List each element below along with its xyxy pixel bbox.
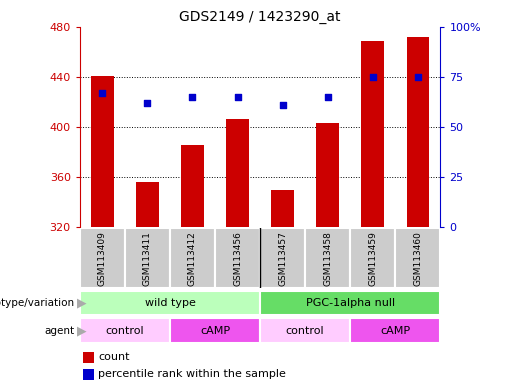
Text: genotype/variation: genotype/variation xyxy=(0,298,75,308)
Point xyxy=(414,74,422,80)
Bar xyxy=(181,146,204,227)
Text: PGC-1alpha null: PGC-1alpha null xyxy=(305,298,395,308)
Text: GSM113458: GSM113458 xyxy=(323,231,332,286)
Bar xyxy=(305,228,350,288)
Text: GSM113411: GSM113411 xyxy=(143,231,152,286)
Bar xyxy=(125,228,170,288)
Text: GSM113412: GSM113412 xyxy=(188,231,197,286)
Point xyxy=(323,94,332,100)
Text: wild type: wild type xyxy=(145,298,195,308)
Point xyxy=(98,90,107,96)
Text: percentile rank within the sample: percentile rank within the sample xyxy=(98,369,286,379)
Text: control: control xyxy=(286,326,324,336)
Bar xyxy=(83,369,94,380)
Bar xyxy=(260,291,440,315)
Text: control: control xyxy=(106,326,144,336)
Text: cAMP: cAMP xyxy=(380,326,410,336)
Text: agent: agent xyxy=(45,326,75,336)
Text: cAMP: cAMP xyxy=(200,326,230,336)
Text: GSM113409: GSM113409 xyxy=(98,231,107,286)
Point xyxy=(279,102,287,108)
Text: count: count xyxy=(98,353,130,362)
Bar xyxy=(271,190,294,227)
Bar xyxy=(396,228,440,288)
Bar xyxy=(170,228,215,288)
Point xyxy=(188,94,197,100)
Point xyxy=(233,94,242,100)
Bar xyxy=(80,228,125,288)
Point xyxy=(369,74,377,80)
Text: ▶: ▶ xyxy=(77,324,87,337)
Bar xyxy=(170,318,260,343)
Bar xyxy=(350,228,396,288)
Text: ▶: ▶ xyxy=(77,296,87,310)
Text: GSM113460: GSM113460 xyxy=(414,231,422,286)
Point xyxy=(143,100,151,106)
Bar xyxy=(226,119,249,227)
Bar xyxy=(362,41,384,227)
Bar xyxy=(80,291,260,315)
Bar xyxy=(215,228,260,288)
Bar xyxy=(350,318,440,343)
Text: GSM113456: GSM113456 xyxy=(233,231,242,286)
Bar xyxy=(316,123,339,227)
Text: GSM113459: GSM113459 xyxy=(368,231,377,286)
Bar xyxy=(136,182,159,227)
Title: GDS2149 / 1423290_at: GDS2149 / 1423290_at xyxy=(179,10,341,25)
Bar xyxy=(260,228,305,288)
Bar xyxy=(91,76,114,227)
Bar xyxy=(83,352,94,363)
Bar xyxy=(80,318,170,343)
Bar xyxy=(406,37,429,227)
Text: GSM113457: GSM113457 xyxy=(278,231,287,286)
Bar xyxy=(260,318,350,343)
